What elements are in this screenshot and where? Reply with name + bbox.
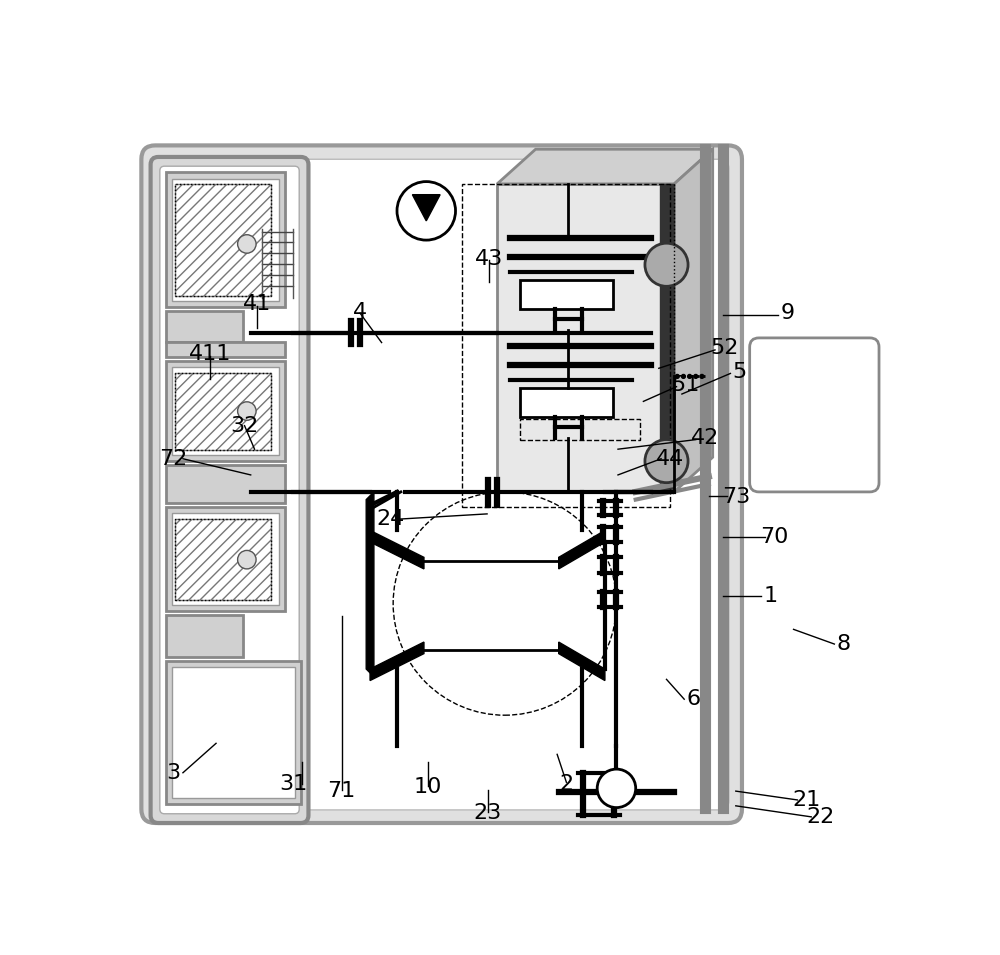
Bar (520, 280, 613, 309)
Text: 32: 32 (230, 415, 259, 435)
Circle shape (700, 374, 704, 378)
Text: 73: 73 (722, 487, 750, 507)
Bar (175, 184, 271, 295)
Text: 70: 70 (760, 527, 788, 547)
Text: 2: 2 (559, 774, 573, 794)
FancyBboxPatch shape (151, 157, 308, 823)
Bar (166, 311, 243, 342)
Circle shape (645, 244, 688, 286)
Text: 44: 44 (656, 449, 684, 469)
Text: 52: 52 (710, 338, 738, 358)
Circle shape (688, 374, 692, 378)
Text: 71: 71 (327, 781, 356, 801)
Polygon shape (366, 492, 374, 677)
Circle shape (238, 235, 256, 253)
Bar (166, 615, 243, 657)
Text: 4: 4 (353, 302, 367, 322)
Polygon shape (559, 642, 605, 681)
Circle shape (694, 374, 698, 378)
Bar (175, 372, 271, 450)
Bar (166, 465, 285, 503)
Circle shape (238, 550, 256, 569)
Polygon shape (497, 149, 713, 184)
Circle shape (675, 374, 679, 378)
FancyBboxPatch shape (160, 166, 299, 814)
Text: 22: 22 (806, 807, 835, 827)
Bar (497, 184, 674, 492)
Polygon shape (674, 149, 713, 492)
Bar (172, 179, 279, 301)
Bar (520, 388, 613, 417)
Bar (520, 418, 640, 440)
Bar (462, 184, 670, 507)
FancyBboxPatch shape (141, 145, 742, 823)
Bar (172, 668, 295, 797)
Polygon shape (370, 530, 424, 569)
Text: 1: 1 (763, 586, 778, 606)
Text: 41: 41 (243, 294, 271, 314)
Bar (175, 372, 271, 450)
Polygon shape (412, 195, 440, 221)
Circle shape (645, 439, 688, 482)
Bar (166, 661, 301, 804)
Bar (172, 367, 279, 455)
Text: 72: 72 (160, 449, 188, 469)
Polygon shape (559, 530, 605, 569)
Text: 23: 23 (474, 803, 502, 823)
Bar (166, 172, 285, 308)
Polygon shape (370, 642, 424, 681)
Text: 10: 10 (414, 777, 442, 797)
Bar (660, 184, 674, 492)
Text: 9: 9 (781, 303, 795, 323)
Text: 42: 42 (691, 428, 719, 448)
Text: 6: 6 (686, 690, 701, 710)
Bar (166, 361, 285, 461)
Circle shape (238, 402, 256, 420)
Text: 31: 31 (279, 774, 307, 794)
FancyBboxPatch shape (154, 159, 729, 810)
Bar (166, 507, 285, 611)
Bar (166, 342, 285, 357)
Circle shape (397, 181, 456, 240)
Bar (172, 514, 279, 605)
Circle shape (682, 374, 685, 378)
Bar (175, 519, 271, 600)
Text: 3: 3 (167, 763, 181, 783)
Text: 24: 24 (377, 509, 405, 529)
Bar (175, 184, 271, 295)
Text: 8: 8 (837, 634, 851, 654)
Text: 411: 411 (189, 344, 231, 364)
Bar (175, 519, 271, 600)
Text: 5: 5 (733, 362, 747, 382)
FancyBboxPatch shape (750, 338, 879, 492)
Circle shape (597, 769, 636, 808)
Text: 51: 51 (672, 375, 700, 395)
Text: 43: 43 (475, 248, 504, 268)
Text: 21: 21 (793, 790, 821, 810)
